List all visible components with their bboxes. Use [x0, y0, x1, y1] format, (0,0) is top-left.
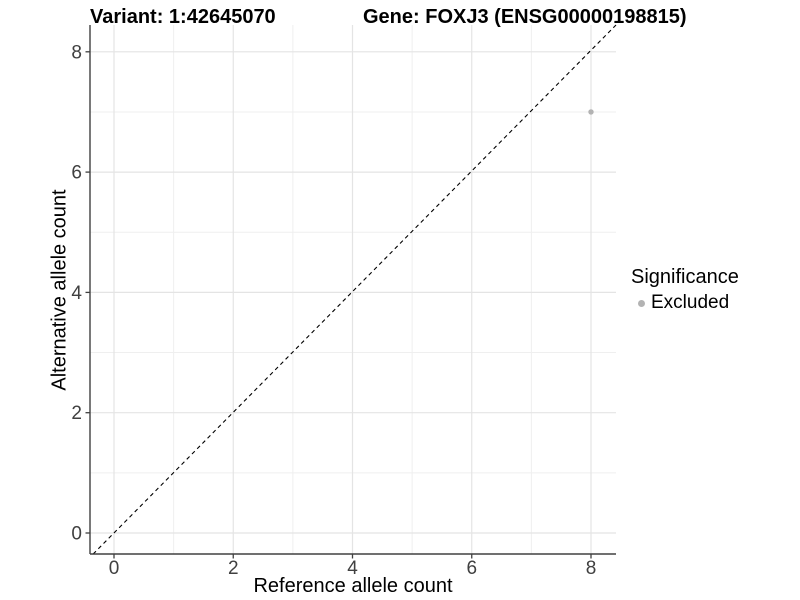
x-tick-label: 0 — [109, 558, 120, 579]
plot-title-variant: Variant: 1:42645070 — [90, 6, 276, 28]
y-tick-label: 8 — [71, 42, 82, 63]
y-tick-label: 2 — [71, 403, 82, 424]
plot-title-gene: Gene: FOXJ3 (ENSG00000198815) — [363, 6, 687, 28]
x-tick-label: 8 — [586, 558, 597, 579]
legend-title: Significance — [631, 266, 739, 288]
x-tick-label: 4 — [347, 558, 358, 579]
y-tick-label: 4 — [71, 283, 82, 304]
x-axis-title: Reference allele count — [253, 575, 453, 597]
y-tick-label: 6 — [71, 163, 82, 184]
legend-point-icon — [637, 299, 645, 307]
y-tick-label: 0 — [71, 524, 82, 545]
x-tick-label: 6 — [466, 558, 477, 579]
legend-entry-label: Excluded — [651, 292, 730, 313]
x-tick-label: 2 — [228, 558, 239, 579]
data-point — [588, 109, 594, 115]
legend-entry-excluded: Excluded — [631, 292, 739, 314]
legend-key — [631, 293, 651, 313]
y-axis-title: Alternative allele count — [48, 189, 71, 391]
identity-dashed-line — [92, 24, 617, 555]
legend: Significance Excluded — [631, 266, 739, 314]
